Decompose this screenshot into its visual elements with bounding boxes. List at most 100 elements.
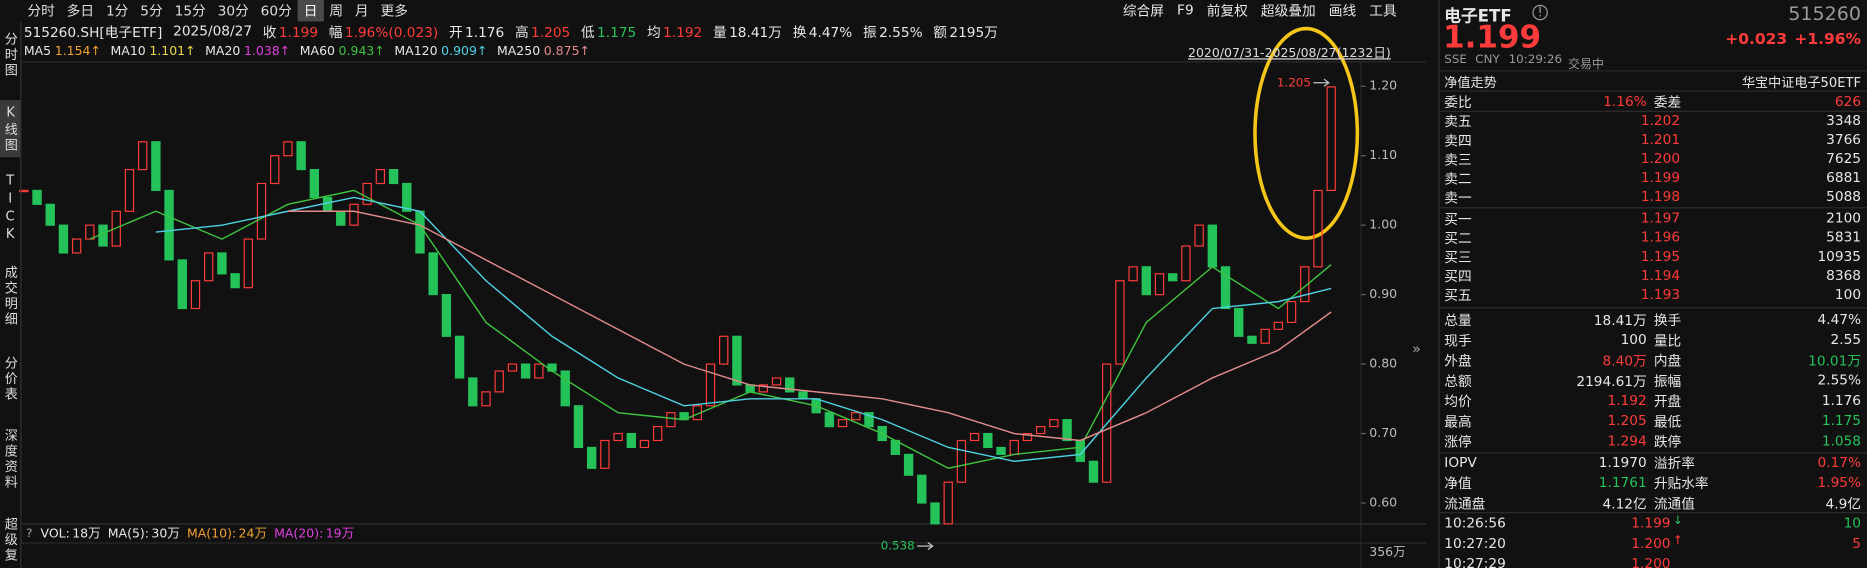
candle bbox=[732, 335, 742, 386]
info-value: 4.47% bbox=[808, 23, 853, 41]
stat-label: 流通盘 bbox=[1444, 495, 1486, 513]
candle bbox=[468, 377, 478, 407]
candle bbox=[903, 453, 914, 476]
stat-label: 外盘 bbox=[1444, 352, 1472, 370]
tool-button[interactable]: F9 bbox=[1177, 1, 1194, 18]
trade-time: 10:27:29 bbox=[1444, 554, 1506, 568]
side-tab[interactable]: 分价表 bbox=[2, 355, 19, 402]
candle bbox=[441, 294, 452, 337]
candle bbox=[705, 363, 716, 407]
period-tab[interactable]: 60分 bbox=[260, 2, 292, 20]
stat-label: 开盘 bbox=[1653, 392, 1682, 410]
candle bbox=[85, 224, 95, 240]
candle bbox=[362, 182, 372, 205]
info-label: 高 bbox=[514, 23, 529, 41]
stat-label: 涨停 bbox=[1444, 433, 1472, 451]
fund-full-name: 华宝中证电子50ETF bbox=[1741, 75, 1862, 91]
tool-button[interactable]: 工具 bbox=[1369, 2, 1397, 20]
ma-value: 1.101↑ bbox=[149, 44, 196, 59]
candle bbox=[930, 502, 940, 525]
stat-label: 净值 bbox=[1444, 475, 1472, 492]
period-tab[interactable]: 1分 bbox=[105, 2, 129, 20]
candle bbox=[256, 182, 267, 240]
stat-label: 均价 bbox=[1444, 392, 1472, 410]
candle bbox=[547, 363, 557, 372]
candle bbox=[454, 335, 465, 379]
order-level: 卖五 bbox=[1444, 113, 1472, 130]
side-tab[interactable]: 成交明细 bbox=[2, 265, 19, 328]
candle bbox=[243, 238, 254, 289]
trade-price: 1.200 bbox=[1631, 534, 1671, 552]
order-level: 买五 bbox=[1444, 286, 1472, 304]
candle bbox=[943, 481, 953, 525]
period-tab[interactable]: 15分 bbox=[174, 2, 206, 20]
ma-legend-item: MA60 0.943↑ bbox=[300, 44, 385, 58]
order-ratio-label: 委比 bbox=[1444, 94, 1472, 111]
period-tab[interactable]: 分时 bbox=[27, 2, 55, 20]
y-tick-label: 0.90 bbox=[1369, 286, 1397, 301]
tool-button[interactable]: 画线 bbox=[1328, 2, 1357, 20]
candle bbox=[560, 370, 570, 407]
candle bbox=[217, 252, 227, 275]
stat-label: 溢折率 bbox=[1653, 454, 1695, 472]
ma-name: MA20 bbox=[205, 44, 241, 59]
trade-volume: 5 bbox=[1852, 534, 1862, 552]
order-volume: 100 bbox=[1834, 285, 1862, 303]
stat-value: 1.1761 bbox=[1598, 473, 1647, 491]
period-tab[interactable]: 多日 bbox=[66, 2, 95, 20]
order-level: 卖三 bbox=[1444, 151, 1472, 168]
candle bbox=[1273, 321, 1284, 330]
period-tab[interactable]: 月 bbox=[354, 2, 369, 20]
chart: » ? 0.60 0.70 0.80 0.90 1.00 1.10 1.20 1.205 0.5… bbox=[19, 26, 1427, 568]
tool-button[interactable]: 超级叠加 bbox=[1260, 2, 1316, 20]
y-tick-label: 0.60 bbox=[1369, 495, 1397, 510]
stat-label: 换手 bbox=[1653, 311, 1682, 329]
y-tick-label: 1.10 bbox=[1369, 147, 1397, 162]
volume-help-icon[interactable]: ? bbox=[26, 526, 32, 540]
candle bbox=[1286, 300, 1297, 323]
order-level: 买四 bbox=[1444, 267, 1472, 285]
order-price: 1.196 bbox=[1640, 228, 1681, 246]
nav-tab: 净值走势 bbox=[1444, 75, 1497, 91]
candle bbox=[956, 439, 967, 483]
side-tab[interactable]: 深度资料 bbox=[2, 428, 19, 491]
ma-name: MA120 bbox=[394, 44, 438, 59]
sep bbox=[1439, 307, 1867, 309]
period-tab[interactable]: 周 bbox=[329, 2, 344, 20]
candle bbox=[111, 210, 121, 247]
info-item: 收 1.199 bbox=[263, 23, 318, 42]
candle bbox=[1049, 419, 1059, 428]
info-icon[interactable]: ! bbox=[1532, 4, 1548, 21]
ma-legend-item: MA10 1.101↑ bbox=[110, 44, 195, 58]
date-range[interactable]: 2020/07/31-2025/08/27(1232日) bbox=[1188, 46, 1391, 61]
info-label: 均 bbox=[646, 23, 661, 41]
candle bbox=[402, 182, 412, 212]
side-tab[interactable]: K线图 bbox=[0, 100, 21, 158]
side-tab[interactable]: TICK bbox=[2, 172, 18, 245]
info-item: 量 18.41万 bbox=[713, 23, 782, 42]
candle bbox=[785, 377, 795, 393]
stat-label: 总额 bbox=[1444, 372, 1472, 390]
period-tab[interactable]: 30分 bbox=[217, 2, 249, 20]
period-tab[interactable]: 5分 bbox=[140, 2, 163, 20]
tool-button[interactable]: 综合屏 bbox=[1122, 2, 1164, 20]
info-value: 2195万 bbox=[949, 23, 998, 41]
y-tick-label: 0.70 bbox=[1369, 425, 1397, 440]
info-item: 开 1.176 bbox=[449, 23, 504, 42]
order-price: 1.195 bbox=[1640, 247, 1681, 265]
candle bbox=[283, 141, 293, 157]
info-value: 1.205 bbox=[531, 23, 571, 41]
side-tab[interactable]: 分时图 bbox=[2, 31, 19, 78]
candle bbox=[719, 335, 729, 365]
sep bbox=[1439, 110, 1867, 112]
trade-time: 10:26:56 bbox=[1444, 514, 1506, 532]
order-volume: 3348 bbox=[1826, 111, 1862, 129]
side-tab[interactable]: 超级复 bbox=[2, 516, 19, 563]
stat-value: 1.176 bbox=[1821, 391, 1862, 409]
candle bbox=[137, 141, 148, 171]
period-tab[interactable]: 更多 bbox=[380, 2, 408, 20]
tool-button[interactable]: 前复权 bbox=[1206, 2, 1248, 20]
period-tab[interactable]: 日 bbox=[297, 0, 324, 22]
candle bbox=[639, 439, 650, 449]
collapse-arrow[interactable]: » bbox=[1412, 342, 1421, 358]
